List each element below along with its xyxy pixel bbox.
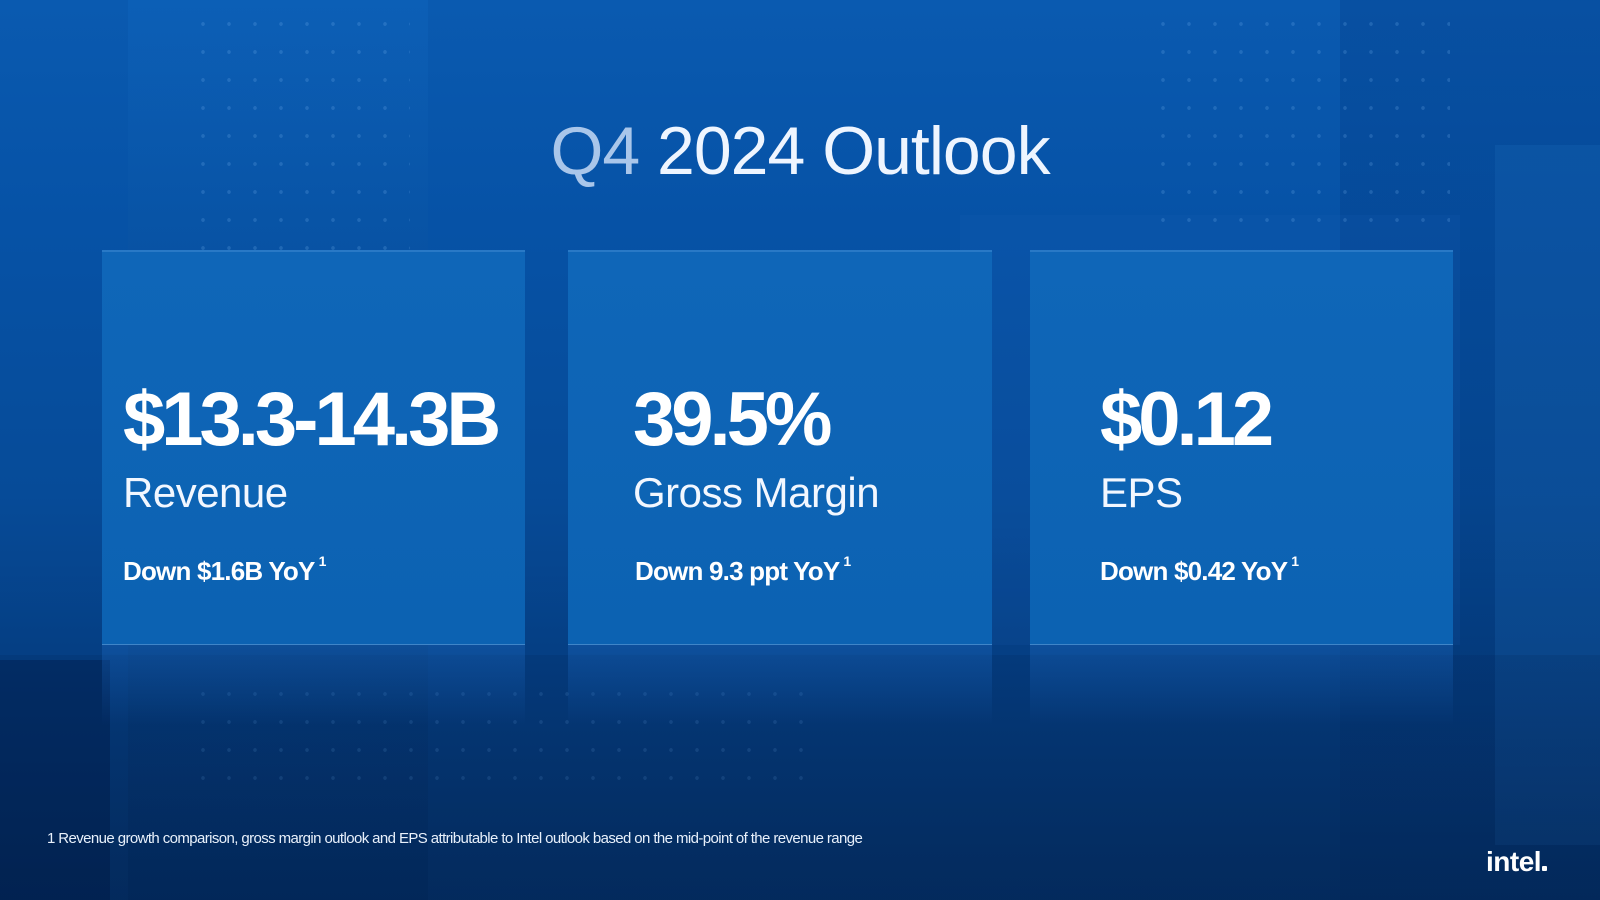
footnote-ref: 1 <box>1291 553 1299 570</box>
metric-delta: Down $1.6B YoY 1 <box>123 554 326 586</box>
metric-card-gross-margin: 39.5% Gross Margin Down 9.3 ppt YoY 1 <box>568 250 992 645</box>
background-bottom-left <box>0 660 110 900</box>
metric-delta: Down 9.3 ppt YoY 1 <box>635 554 851 586</box>
metric-label: EPS <box>1100 469 1183 516</box>
metric-value: $0.12 <box>1100 377 1274 462</box>
card-reflection <box>102 645 525 725</box>
metric-card-eps: $0.12 EPS Down $0.42 YoY 1 <box>1030 250 1453 645</box>
card-reflection <box>568 645 992 725</box>
footnote-ref: 1 <box>843 553 851 570</box>
slide-title: Q4 2024 Outlook <box>0 112 1600 190</box>
metric-label: Gross Margin <box>633 469 880 516</box>
footnote: 1 Revenue growth comparison, gross margi… <box>47 830 863 847</box>
background-block-right <box>1495 145 1600 845</box>
intel-logo-icon: intel <box>1486 846 1548 877</box>
logo-text: intel <box>1486 846 1542 877</box>
footnote-ref: 1 <box>318 553 327 570</box>
metric-delta: Down $0.42 YoY 1 <box>1100 554 1299 586</box>
slide-title-quarter: Q4 <box>550 113 640 189</box>
metric-label: Revenue <box>123 469 288 516</box>
metric-value: 39.5% <box>633 377 832 462</box>
metric-delta-text: Down $0.42 YoY <box>1100 556 1288 586</box>
metric-value: $13.3-14.3B <box>123 377 501 462</box>
metric-delta-text: Down 9.3 ppt YoY <box>635 556 840 586</box>
logo-dot <box>1542 866 1548 871</box>
card-reflection <box>1030 645 1453 725</box>
slide-title-rest: 2024 Outlook <box>639 113 1051 189</box>
metric-delta-text: Down $1.6B YoY <box>123 556 315 586</box>
metric-card-revenue: $13.3-14.3B Revenue Down $1.6B YoY 1 <box>102 250 525 645</box>
